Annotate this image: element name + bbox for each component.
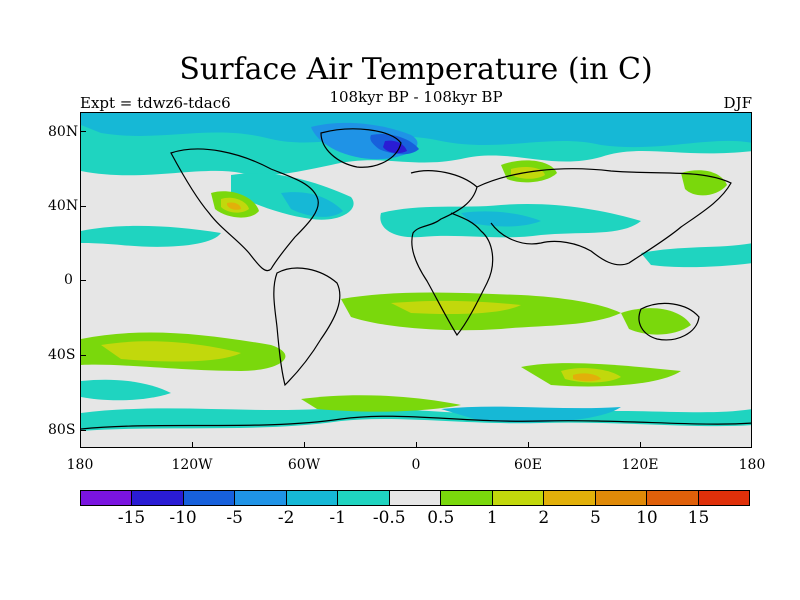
- colorbar-label: -0.5: [372, 508, 406, 528]
- lon-label-0: 0: [411, 457, 421, 473]
- map-title: Surface Air Temperature (in C): [179, 52, 653, 87]
- temperature-anomaly-field: [81, 113, 751, 447]
- colorbar-swatch: [338, 491, 390, 505]
- lon-label-60w: 60W: [287, 457, 321, 473]
- colorbar-label: -15: [117, 508, 146, 528]
- colorbar-swatch: [389, 491, 442, 505]
- lon-label-120e: 120E: [621, 457, 659, 473]
- colorbar-swatch: [132, 491, 184, 505]
- lon-tick: [416, 442, 417, 448]
- colorbar-label: 5: [589, 508, 601, 528]
- colorbar-swatch: [595, 491, 648, 505]
- lon-label-60e: 60E: [513, 457, 543, 473]
- colorbar-swatch: [286, 491, 339, 505]
- colorbar-swatch: [544, 491, 596, 505]
- colorbar-label: 1: [486, 508, 498, 528]
- colorbar-swatch: [441, 491, 493, 505]
- map-subtitle: 108kyr BP - 108kyr BP: [329, 88, 503, 106]
- lat-label-40n: 40N: [48, 198, 79, 214]
- lat-tick: [80, 131, 86, 132]
- colorbar-swatch: [647, 491, 699, 505]
- lat-tick: [80, 355, 86, 356]
- lon-label-120w: 120W: [171, 457, 213, 473]
- lat-tick: [80, 206, 86, 207]
- map-plot-area: [80, 112, 752, 448]
- colorbar-label: -10: [169, 508, 197, 528]
- lon-tick: [304, 442, 305, 448]
- lat-tick: [80, 280, 86, 281]
- lat-tick: [80, 430, 86, 431]
- colorbar-label: 15: [687, 508, 710, 528]
- colorbar-swatch: [492, 491, 545, 505]
- colorbar-label: -2: [277, 508, 295, 528]
- colorbar-swatch: [183, 491, 236, 505]
- colorbar-label: -1: [329, 508, 346, 528]
- lat-label-80n: 80N: [48, 124, 79, 140]
- lon-tick: [751, 442, 752, 448]
- season-label: DJF: [723, 94, 752, 112]
- lon-label-180w: 180: [66, 457, 94, 473]
- lat-label-40s: 40S: [48, 347, 76, 363]
- colorbar-swatch: [235, 491, 287, 505]
- lat-label-80s: 80S: [48, 422, 76, 438]
- lat-label-0: 0: [64, 272, 73, 288]
- lon-label-180e: 180: [738, 457, 766, 473]
- lon-tick: [192, 442, 193, 448]
- colorbar-label: 0.5: [427, 508, 455, 528]
- experiment-label: Expt = tdwz6-tdac6: [80, 94, 231, 112]
- colorbar-label: 10: [636, 508, 658, 528]
- lon-tick: [80, 442, 81, 448]
- colorbar-swatch: [81, 491, 133, 505]
- colorbar-label: -5: [226, 508, 243, 528]
- lon-tick: [528, 442, 529, 448]
- lon-tick: [640, 442, 641, 448]
- colorbar: [80, 490, 750, 506]
- colorbar-label: 2: [538, 508, 550, 528]
- colorbar-swatch: [698, 491, 750, 505]
